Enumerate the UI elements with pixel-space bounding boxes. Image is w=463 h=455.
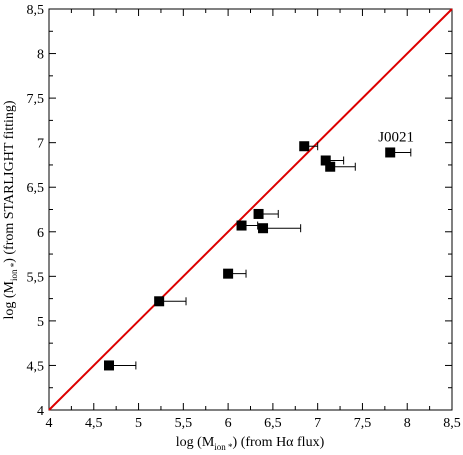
data-point	[325, 161, 336, 172]
y-tick-label: 6	[37, 226, 44, 241]
x-tick-label: 8,5	[443, 416, 461, 431]
y-tick-label: 8,5	[27, 3, 45, 18]
y-tick-label: 5	[37, 315, 44, 330]
y-tick-label: 6,5	[27, 181, 45, 196]
y-axis-title: log (Mion *) (from STARLIGHT fitting)	[2, 100, 19, 319]
x-tick-label: 7,5	[354, 416, 372, 431]
x-tick-label: 5	[135, 416, 142, 431]
y-tick-label: 7	[37, 137, 44, 152]
y-tick-label: 4	[37, 404, 44, 419]
y-axis-title-prefix: log (M	[2, 280, 17, 319]
data-point	[299, 141, 310, 152]
data-point	[258, 223, 269, 234]
data-point	[154, 296, 165, 307]
x-tick-label: 7	[314, 416, 321, 431]
data-points: J0021	[104, 129, 414, 371]
data-point	[320, 155, 331, 166]
y-axis-title-suffix: ) (from STARLIGHT fitting)	[2, 100, 17, 263]
x-tick-label: 6,5	[264, 416, 282, 431]
x-axis-title-sub: ion *	[214, 442, 233, 452]
axis-ticks	[48, 8, 453, 411]
x-tick-label: 4	[46, 416, 53, 431]
data-point	[385, 147, 396, 158]
y-axis-title-sub: ion *	[9, 262, 19, 281]
one-to-one-line	[48, 8, 453, 411]
x-tick-label: 6	[225, 416, 232, 431]
y-tick-label: 4,5	[27, 359, 45, 374]
data-point	[236, 220, 247, 231]
data-point	[223, 268, 234, 279]
x-axis-title: log (Mion *) (from Hα flux)	[176, 435, 325, 452]
point-annotation: J0021	[378, 129, 414, 145]
x-tick-label: 8	[404, 416, 411, 431]
axis-tick-labels: 4 4,5 5 5,5 6 6,5 7 7,5 8 8,5 4 4,5 5 5,5 6 6,5 7 7,5 8 8,5	[27, 3, 461, 431]
y-tick-label: 5,5	[27, 270, 45, 285]
data-point	[104, 360, 115, 371]
y-tick-label: 7,5	[27, 92, 45, 107]
x-tick-label: 5,5	[175, 416, 193, 431]
y-tick-label: 8	[37, 48, 44, 63]
x-axis-title-prefix: log (M	[176, 435, 215, 450]
x-axis-title-suffix: ) (from Hα flux)	[233, 435, 325, 450]
x-tick-label: 4,5	[85, 416, 103, 431]
data-point	[253, 208, 264, 219]
